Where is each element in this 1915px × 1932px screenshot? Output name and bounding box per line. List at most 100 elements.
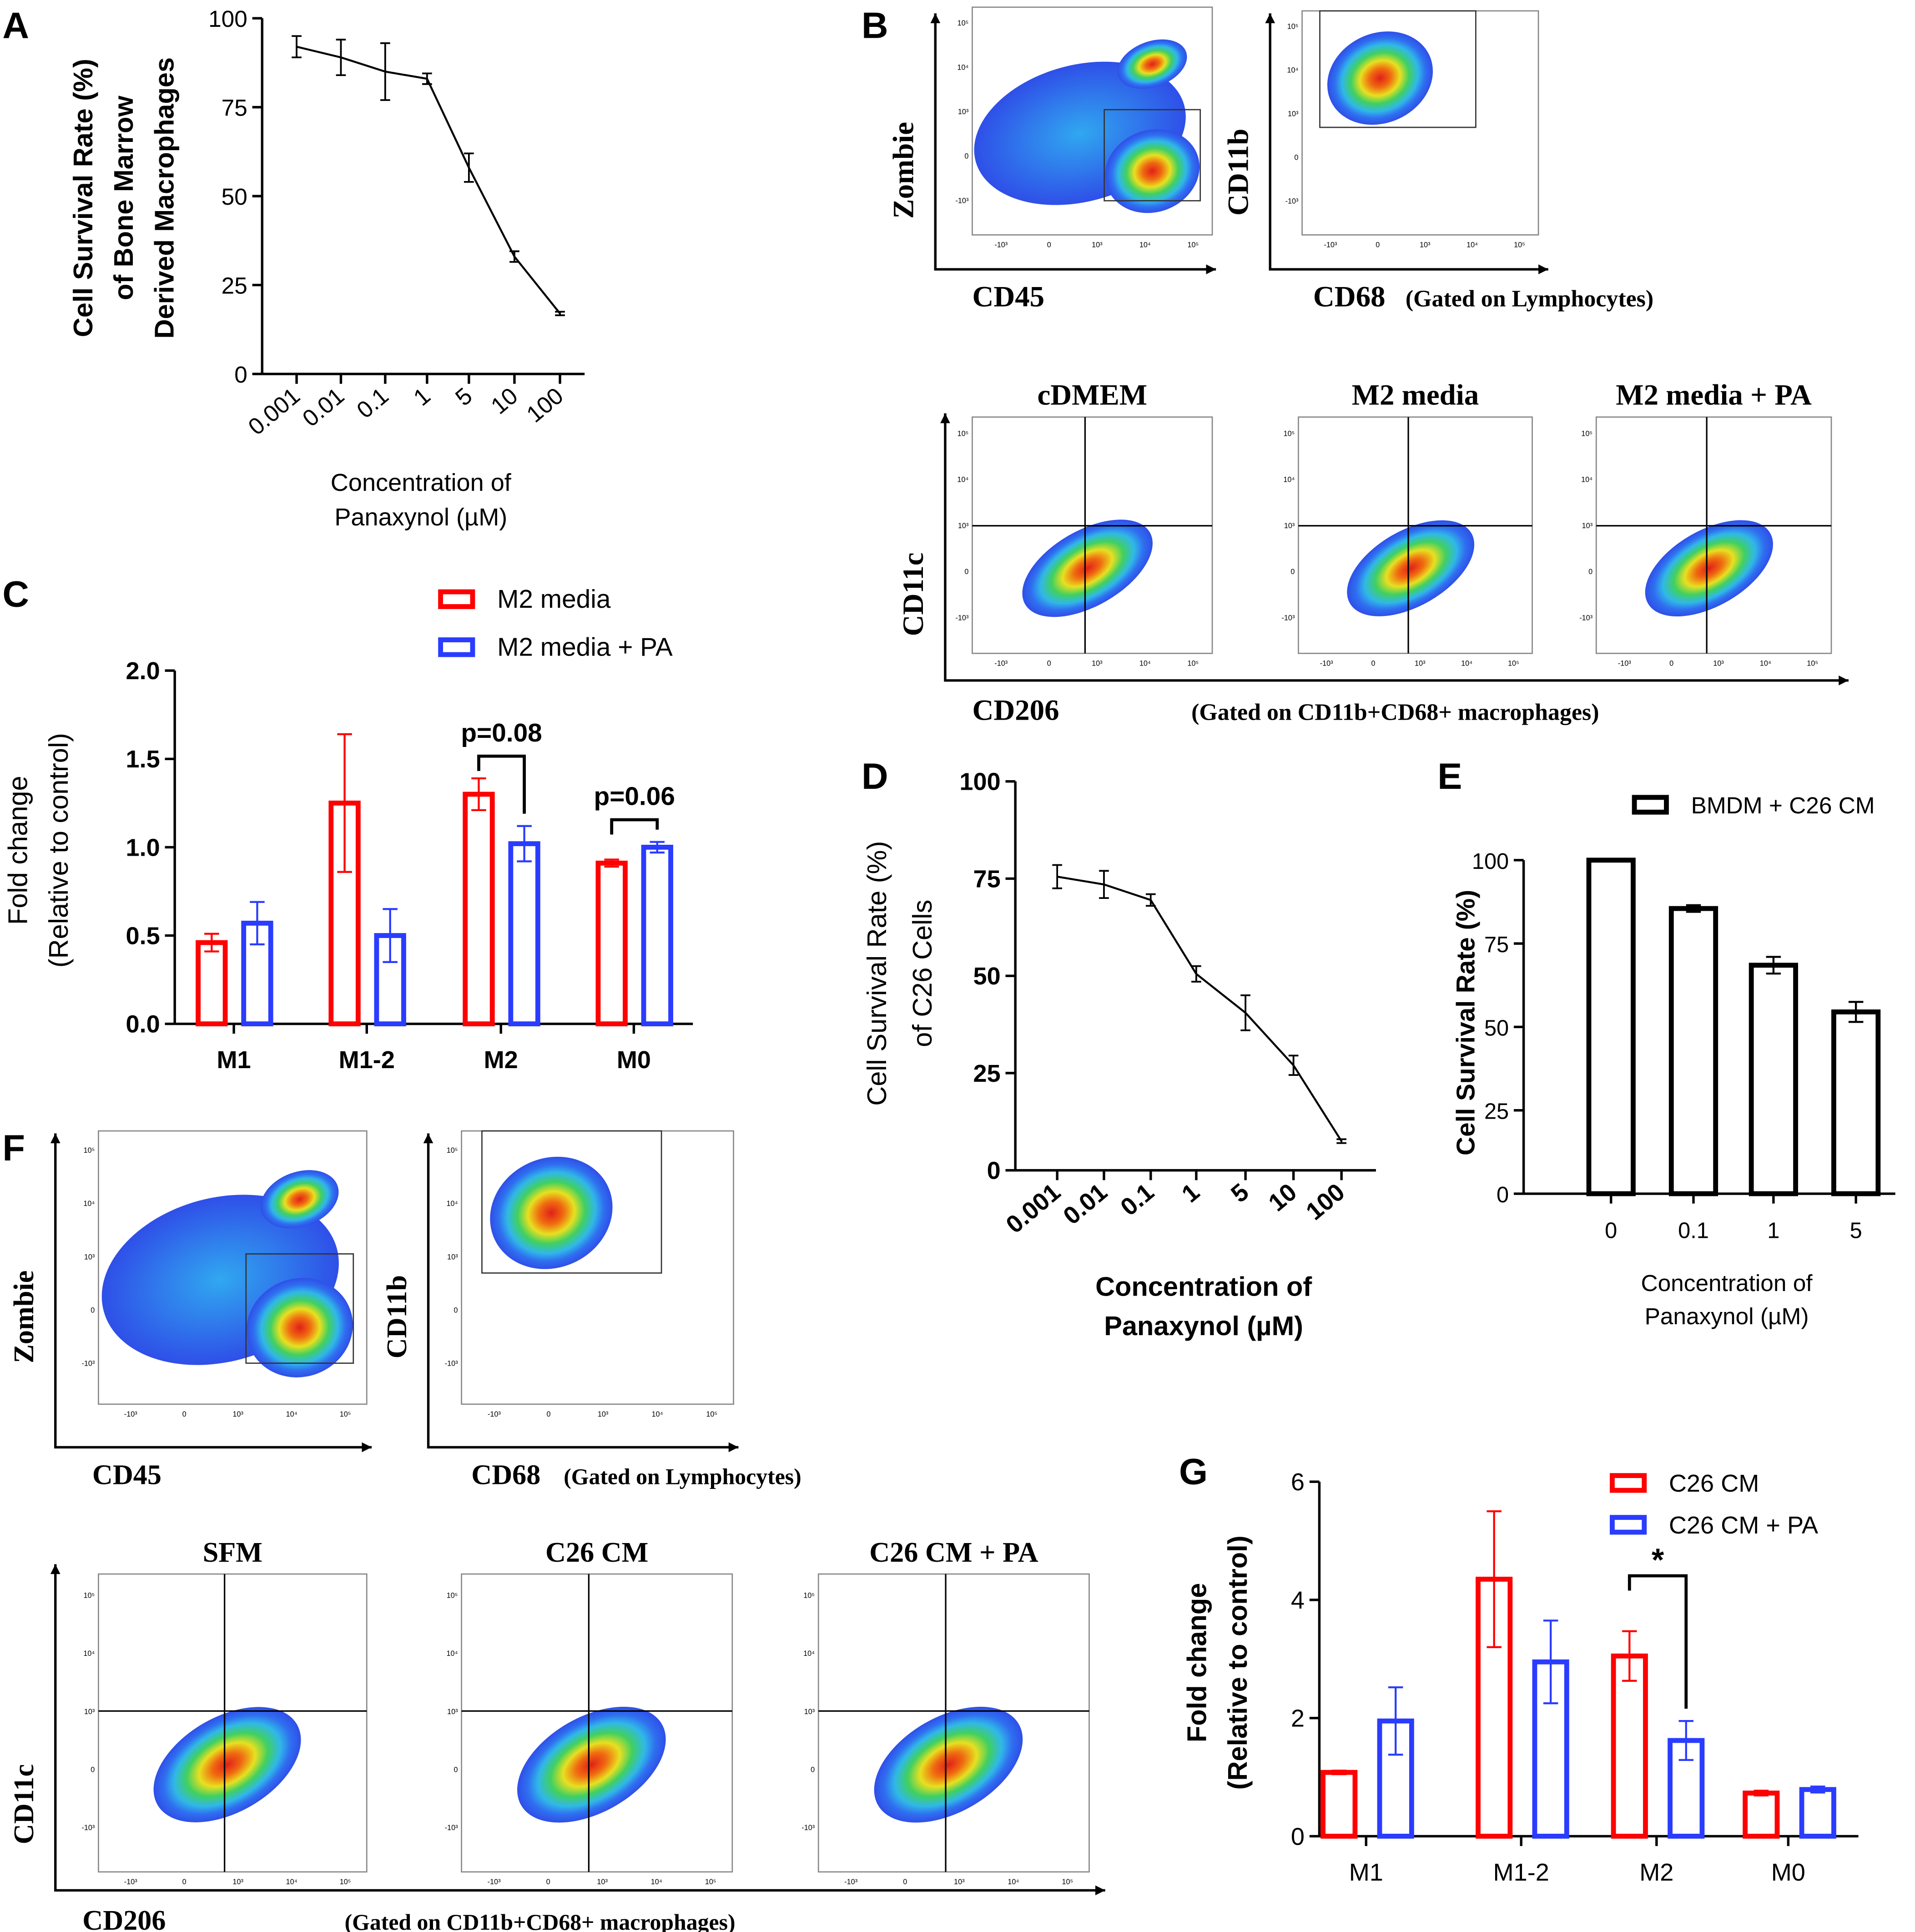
bar-m2-media (463, 792, 495, 1027)
plot-title: C26 CM (545, 1537, 648, 1568)
x-tick-label: 10³ (232, 1410, 243, 1418)
x-tick-label: M0 (617, 1046, 651, 1074)
x-tick-label: M1-2 (1493, 1859, 1549, 1886)
x-marker-label: CD45 (92, 1460, 161, 1491)
y-tick-label: 10⁵ (958, 19, 969, 27)
legend-swatch (1632, 795, 1669, 815)
density-blob (1347, 520, 1475, 616)
y-tick-label: 10³ (958, 108, 969, 116)
cd11c-cd206-plots: 10⁵ 10⁵ 10⁴ 10⁴ 10³ 10³ 0 0 -10³ -10³ SFM 10⁵ 10⁵ 10⁴… (9, 1537, 1105, 1932)
quadrant-plot: 10⁵ 10⁵ 10⁴ 10⁴ 10³ 10³ 0 0 -10³ -10³ M2 media (1282, 379, 1533, 667)
x-tick-label: 10³ (1092, 659, 1103, 667)
x-tick-label: -10³ (1324, 241, 1337, 249)
y-tick-label: 75 (973, 865, 1001, 893)
x-tick-label: -10³ (124, 1410, 137, 1418)
x-tick-label: 0 (1376, 241, 1380, 249)
y-tick-label: 4 (1291, 1587, 1305, 1614)
x-axis-label: Concentration of (1095, 1271, 1312, 1302)
error-bar (471, 777, 486, 812)
gate-box (1319, 10, 1477, 128)
y-tick-label: 10⁵ (1581, 429, 1592, 438)
y-tick-label: 10⁵ (447, 1591, 458, 1599)
panel-letter-f: F (2, 1128, 25, 1169)
x-tick-label: 10⁴ (652, 1410, 663, 1418)
zombie-cd45-plot: 10⁵ 10⁵ 10⁴ 10⁴ 10³ 10³ 0 0 -10³ -10³ Zombie CD45 (887, 6, 1216, 313)
significance-bracket (610, 818, 659, 835)
panel-letter-a: A (2, 5, 29, 46)
x-tick-label: 10⁴ (1461, 659, 1472, 667)
error-bar (422, 72, 432, 85)
x-tick-label: 10⁵ (1807, 659, 1818, 667)
y-axis-label: (Relative to control) (43, 733, 74, 968)
x-tick-label: 10⁵ (1187, 659, 1199, 667)
x-tick-label: 0 (1371, 659, 1375, 667)
plot-title: C26 CM + PA (869, 1537, 1038, 1568)
x-tick-label: 10 (1264, 1178, 1302, 1217)
x-tick-label: 10⁴ (286, 1878, 297, 1886)
x-tick-label: 0.001 (243, 382, 305, 440)
x-arrow-icon (1538, 264, 1548, 274)
density-blob (246, 1278, 353, 1377)
y-tick-label: 10³ (447, 1253, 458, 1261)
y-tick-label: 0.0 (126, 1011, 160, 1038)
y-tick-label: 10⁵ (84, 1146, 95, 1155)
x-tick-label: M2 (1639, 1859, 1673, 1886)
x-axis-label: Concentration of (1641, 1270, 1813, 1296)
x-tick-label: -10³ (1320, 659, 1333, 667)
y-marker-label: Zombie (887, 122, 920, 219)
plot-frame (461, 1130, 734, 1405)
x-tick-label: 10 (486, 382, 523, 419)
y-tick-label: 10³ (1284, 522, 1295, 530)
quadrant-plot: 10⁵ 10⁵ 10⁴ 10⁴ 10³ 10³ 0 0 -10³ -10³ M2 media + P… (1579, 379, 1832, 667)
significance-bracket (1628, 1574, 1688, 1709)
y-tick-label: -10³ (445, 1824, 458, 1832)
y-tick-label: 50 (222, 183, 247, 210)
y-tick-label: 10⁴ (446, 1650, 458, 1658)
bar-m2-media-pa (508, 841, 540, 1027)
y-tick-label: 10³ (84, 1708, 95, 1716)
density-blob (874, 1706, 1023, 1823)
panel-letter-d: D (862, 756, 888, 797)
y-tick-label: 75 (1484, 933, 1509, 957)
error-bar (1848, 1001, 1864, 1023)
significance-label: p=0.08 (461, 719, 542, 747)
y-axis-label: Cell Survival Rate (%) (68, 59, 98, 337)
y-tick-label: 100 (208, 5, 247, 32)
quadrant-plot: 10⁵ 10⁵ 10⁴ 10⁴ 10³ 10³ 0 0 -10³ -10³ SFM (81, 1537, 368, 1886)
error-bar (204, 933, 219, 953)
x-marker-label: (Gated on Lymphocytes) (564, 1464, 801, 1489)
y-tick-label: 50 (1484, 1016, 1509, 1040)
bar-m2-media (595, 860, 628, 1027)
y-tick-label: -10³ (81, 1360, 95, 1368)
y-tick-label: 0 (1294, 153, 1298, 161)
x-tick-label: 0 (546, 1878, 550, 1886)
y-tick-label: 0 (964, 568, 968, 576)
data-line (296, 45, 561, 314)
x-tick-label: 10³ (232, 1878, 243, 1886)
y-arrow-icon (50, 1133, 60, 1144)
x-tick-label: -10³ (994, 241, 1008, 249)
y-tick-label: -10³ (1282, 614, 1295, 622)
x-tick-label: M1 (217, 1046, 251, 1074)
y-tick-label: 100 (959, 768, 1000, 796)
y-tick-label: 1.5 (126, 746, 160, 773)
y-tick-label: -10³ (956, 197, 969, 205)
error-bar (336, 39, 346, 76)
bar-bmdm-c26-cm (1668, 906, 1718, 1196)
y-arrow-icon (50, 1564, 60, 1574)
error-bar (1487, 1510, 1502, 1648)
quadrant-plot: 10⁵ 10⁵ 10⁴ 10⁴ 10³ 10³ 0 0 -10³ -10³ cDMEM (956, 379, 1213, 667)
x-tick-label: 5 (1226, 1178, 1254, 1208)
y-tick-label: 0 (987, 1157, 1001, 1185)
x-tick-label: 0 (903, 1878, 907, 1886)
y-tick-label: 10⁵ (1287, 22, 1299, 30)
y-marker-label: CD11c (897, 552, 930, 636)
y-axis-label: of Bone Marrow (108, 96, 139, 300)
legend-label: M2 media (497, 585, 611, 614)
y-tick-label: 0 (454, 1306, 458, 1314)
y-tick-label: 10⁴ (957, 63, 968, 71)
legend-swatch (438, 589, 475, 609)
cd11c-cd206-plots: 10⁵10⁵10⁴10⁴10³10³00-10³-10³cDMEM10⁵10⁵1… (897, 379, 1849, 726)
